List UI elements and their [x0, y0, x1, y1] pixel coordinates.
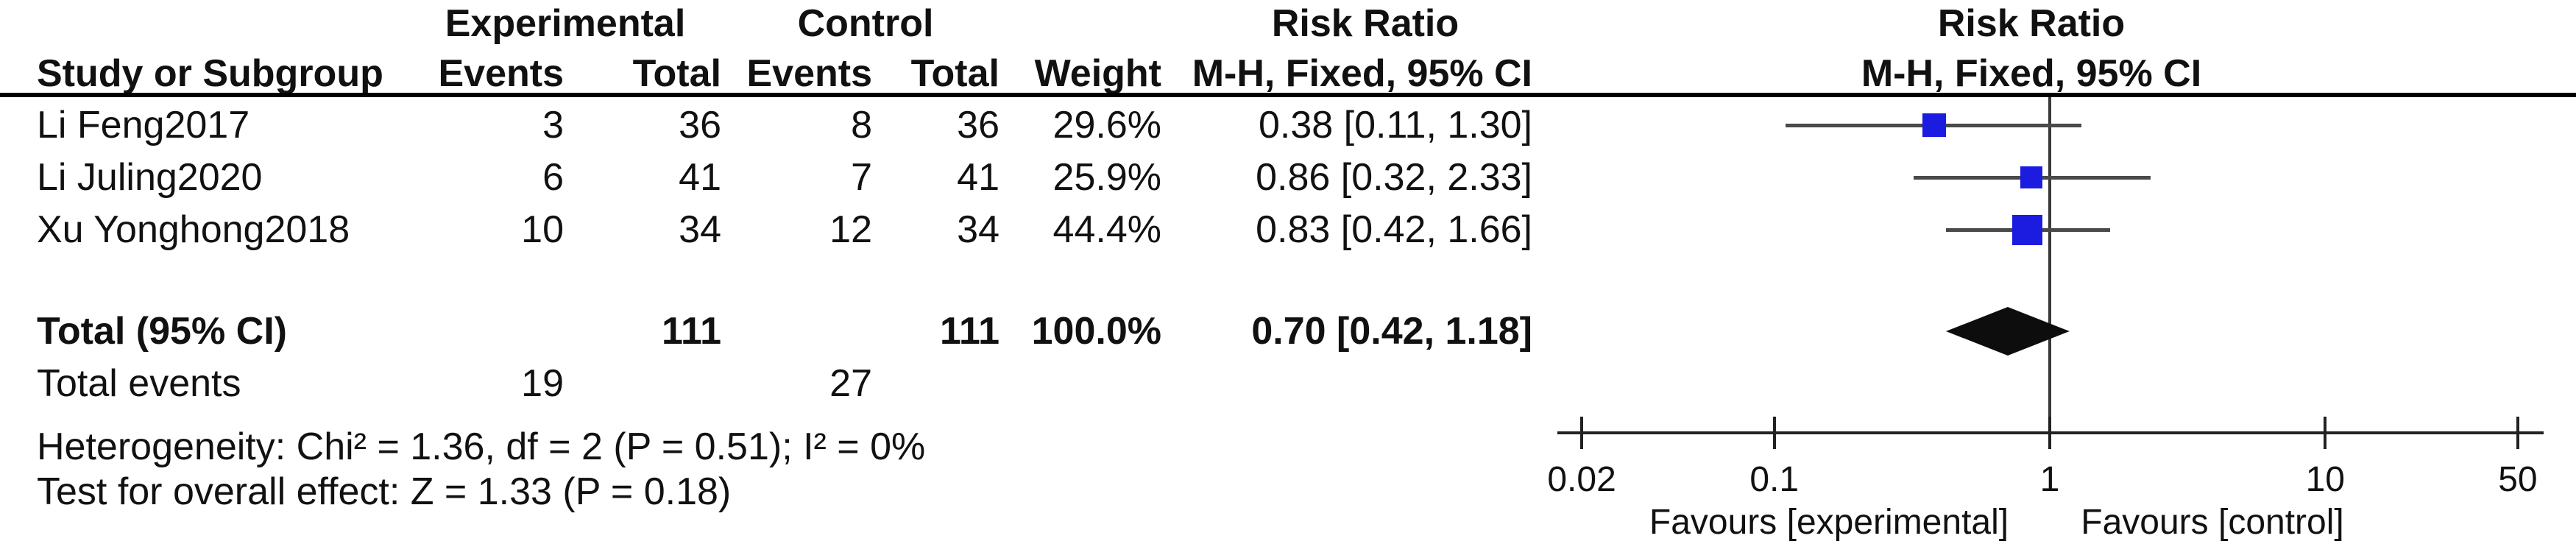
risk-ratio-square	[2012, 214, 2043, 245]
study-total-experimental: 34	[679, 208, 721, 251]
header-mh-fixed-ci-plot: M-H, Fixed, 95% CI	[1861, 52, 2202, 95]
study-name: Li Juling2020	[37, 156, 263, 199]
overall-effect-test: Test for overall effect: Z = 1.33 (P = 0…	[37, 470, 732, 513]
header-total-experimental: Total	[632, 52, 721, 95]
axis-tick	[2516, 417, 2519, 449]
study-total-control: 34	[957, 208, 999, 251]
study-total-experimental: 36	[679, 104, 721, 146]
axis-tick	[2048, 417, 2051, 449]
axis-tick	[1580, 417, 1584, 449]
axis-tick-label: 10	[2305, 460, 2345, 499]
risk-ratio-square	[1922, 113, 1946, 137]
header-experimental-group: Experimental	[445, 2, 686, 45]
study-total-control: 36	[957, 104, 999, 146]
favours-control-label: Favours [control]	[2081, 503, 2344, 542]
favours-experimental-label: Favours [experimental]	[1649, 503, 2009, 542]
study-name: Xu Yonghong2018	[37, 208, 350, 251]
total-row-label: Total (95% CI)	[37, 310, 287, 353]
header-weight: Weight	[1034, 52, 1161, 95]
header-total-control: Total	[910, 52, 999, 95]
study-events-experimental: 3	[542, 104, 564, 146]
study-events-control: 8	[851, 104, 872, 146]
total-ci-text: 0.70 [0.42, 1.18]	[1251, 310, 1532, 353]
heterogeneity-stats: Heterogeneity: Chi² = 1.36, df = 2 (P = …	[37, 425, 926, 468]
study-events-experimental: 10	[521, 208, 564, 251]
header-study-or-subgroup: Study or Subgroup	[37, 52, 383, 95]
study-ci-text: 0.83 [0.42, 1.66]	[1256, 208, 1532, 251]
study-events-control: 12	[829, 208, 872, 251]
header-risk-ratio-stats: Risk Ratio	[1271, 2, 1459, 45]
total-events-label: Total events	[37, 362, 241, 405]
study-ci-text: 0.86 [0.32, 2.33]	[1256, 156, 1532, 199]
risk-ratio-square	[2020, 166, 2043, 188]
axis-tick-label: 50	[2498, 460, 2538, 499]
header-risk-ratio-plot: Risk Ratio	[1937, 2, 2126, 45]
study-weight: 25.9%	[1052, 156, 1161, 199]
total-experimental-n: 111	[661, 310, 721, 353]
total-weight: 100.0%	[1031, 310, 1161, 353]
total-events-experimental: 19	[521, 362, 564, 405]
header-events-experimental: Events	[438, 52, 564, 95]
study-weight: 44.4%	[1052, 208, 1161, 251]
study-events-control: 7	[851, 156, 872, 199]
axis-tick	[1772, 417, 1776, 449]
axis-tick-label: 1	[2039, 460, 2060, 499]
header-events-control: Events	[746, 52, 872, 95]
study-weight: 29.6%	[1052, 104, 1161, 146]
study-total-control: 41	[957, 156, 999, 199]
study-total-experimental: 41	[679, 156, 721, 199]
study-events-experimental: 6	[542, 156, 564, 199]
study-name: Li Feng2017	[37, 104, 250, 146]
study-ci-text: 0.38 [0.11, 1.30]	[1259, 104, 1532, 146]
axis-tick-label: 0.02	[1547, 460, 1616, 499]
header-mh-fixed-ci-stats: M-H, Fixed, 95% CI	[1192, 52, 1532, 95]
total-control-n: 111	[939, 310, 999, 353]
reference-line	[2048, 97, 2051, 449]
total-events-control: 27	[829, 362, 872, 405]
axis-tick-label: 0.1	[1749, 460, 1800, 499]
axis-tick	[2324, 417, 2327, 449]
header-rule	[0, 93, 2576, 97]
header-control-group: Control	[797, 2, 934, 45]
